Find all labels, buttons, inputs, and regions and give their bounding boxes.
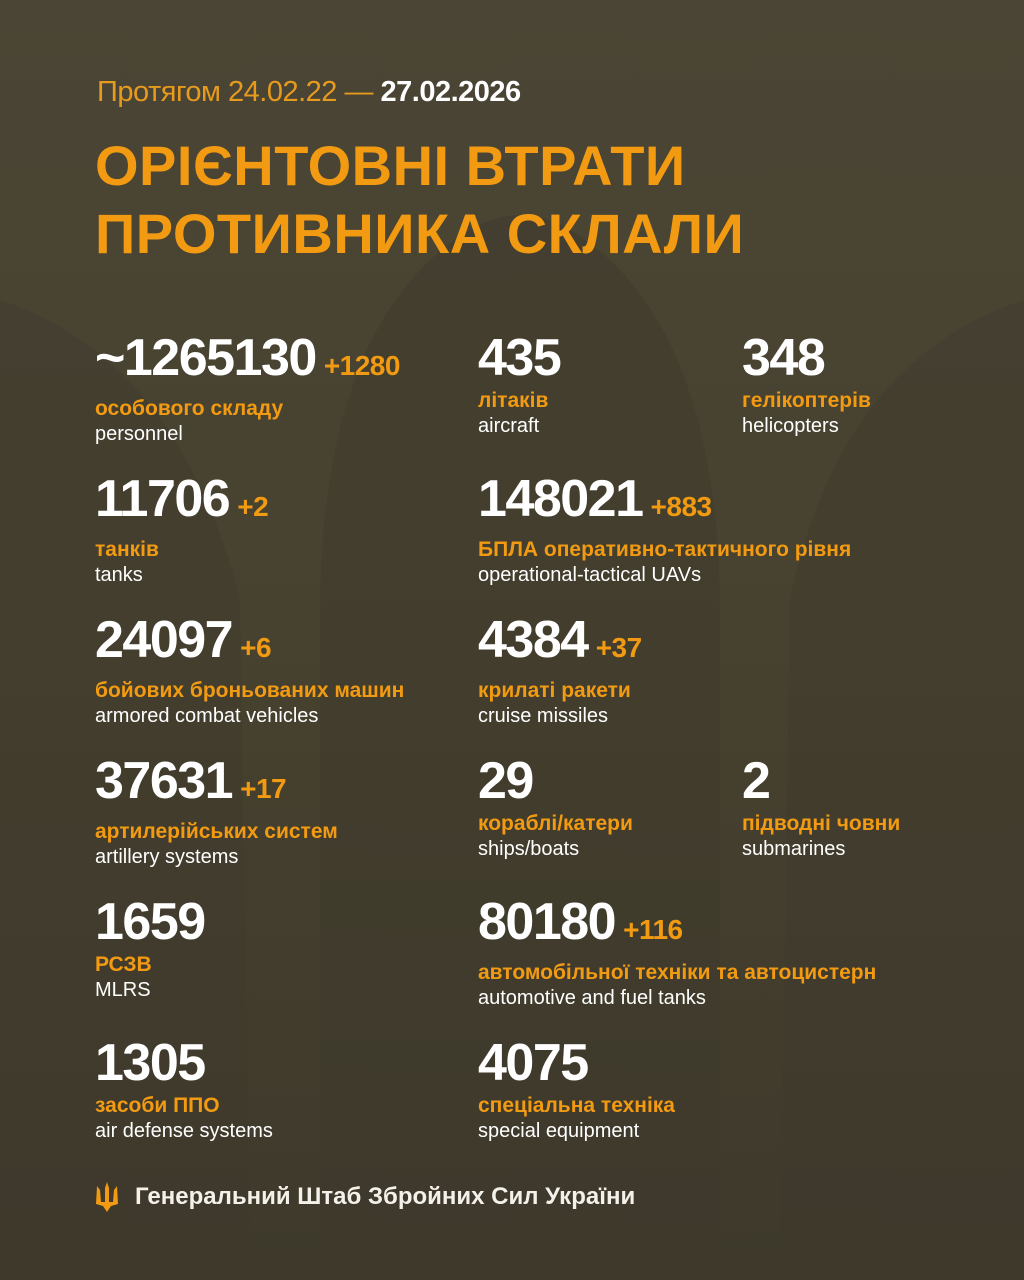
stat-value: 4075 <box>478 1035 675 1091</box>
stat-submarines: 2 підводні човни submarines <box>742 753 900 862</box>
stat-helicopters: 348 гелікоптерів helicopters <box>742 330 871 439</box>
stat-ships-boats: 29 кораблі/катери ships/boats <box>478 753 633 862</box>
footer-text: Генеральний Штаб Збройних Сил України <box>135 1183 636 1210</box>
stat-label-ua: автомобільної техніки та автоцистерн <box>478 961 877 984</box>
stat-special-equipment: 4075 спеціальна техніка special equipmen… <box>478 1035 675 1144</box>
stat-total: 29 <box>478 752 534 810</box>
stat-total: 435 <box>478 329 562 387</box>
stat-label-ua: РСЗВ <box>95 953 152 976</box>
stat-total: 80180 <box>478 893 617 951</box>
stat-personnel: ~1265130 +1280 особового складу personnel <box>95 330 400 447</box>
stat-label-en: submarines <box>742 838 846 860</box>
stat-value: 11706 +2 <box>95 470 269 535</box>
stat-automotive-and-fuel-tanks: 80180 +116 автомобільної техніки та автоц… <box>478 894 876 1011</box>
stat-value: 2 <box>742 753 900 809</box>
stat-label-en: operational-tactical UAVs <box>478 564 702 586</box>
stat-delta: +2 <box>237 491 269 522</box>
stat-value: 435 <box>478 329 562 387</box>
stat-label-en: MLRS <box>95 979 151 1001</box>
stat-delta: +883 <box>650 491 713 522</box>
stat-label-ua: спеціальна техніка <box>478 1094 675 1117</box>
stat-total: 148021 <box>478 470 644 528</box>
stat-label-en: air defense systems <box>95 1120 273 1142</box>
stat-label-ua: крилаті ракети <box>478 679 631 702</box>
period-subtitle: Протягом 24.02.22 — 27.02.2026 <box>97 76 521 109</box>
stat-total: 4384 <box>478 611 589 669</box>
stat-value: 4384 +37 <box>478 612 642 676</box>
title-line-1: ОРІЄНТОВНІ ВТРАТИ <box>95 134 686 197</box>
stat-delta: +17 <box>240 773 287 804</box>
stat-label-en: automotive and fuel tanks <box>478 987 706 1009</box>
stat-tanks: 11706 +2 танків tanks <box>95 470 269 588</box>
stat-delta: +116 <box>623 914 683 945</box>
stat-label-ua: особового складу <box>95 397 284 420</box>
stat-value: 80180 +116 <box>478 894 876 958</box>
stat-total: 1305 <box>95 1034 206 1092</box>
stat-label-en: aircraft <box>478 415 540 437</box>
stat-label-ua: гелікоптерів <box>742 389 871 412</box>
stat-label-en: special equipment <box>478 1120 640 1142</box>
stat-label-en: personnel <box>95 423 183 445</box>
stat-label-ua: артилерійських систем <box>95 820 338 843</box>
stat-total: 348 <box>742 329 826 387</box>
stat-label-en: tanks <box>95 564 143 586</box>
stat-label-en: armored combat vehicles <box>95 705 319 727</box>
stat-delta: +1280 <box>323 350 401 381</box>
stat-value: 37631 +17 <box>95 753 338 817</box>
stat-air-defense-systems: 1305 засоби ППО air defense systems <box>95 1035 273 1144</box>
stat-label-ua: танків <box>95 538 159 561</box>
stat-artillery-systems: 37631 +17 артилерійських систем artillery… <box>95 753 338 870</box>
stat-total: 37631 <box>95 752 234 810</box>
stat-delta: +6 <box>240 632 272 663</box>
stat-value: ~1265130 +1280 <box>95 330 400 394</box>
stat-value: 148021 +883 <box>478 471 851 535</box>
stat-value: 24097 +6 <box>95 612 404 676</box>
stat-total: ~1265130 <box>95 329 317 387</box>
stat-total: 2 <box>742 752 771 810</box>
stat-value: 1305 <box>95 1035 273 1091</box>
stat-label-ua: засоби ППО <box>95 1094 220 1117</box>
stat-delta: +37 <box>595 632 643 663</box>
stat-cruise-missiles: 4384 +37 крилаті ракети cruise missiles <box>478 612 642 729</box>
stat-total: 1659 <box>95 893 206 951</box>
stat-value: 348 <box>742 330 871 386</box>
stat-label-en: ships/boats <box>478 838 580 860</box>
stat-label-ua: бойових броньованих машин <box>95 679 405 702</box>
stat-value: 29 <box>478 753 633 809</box>
page-title: ОРІЄНТОВНІ ВТРАТИ ПРОТИВНИКА СКЛАЛИ <box>95 132 744 268</box>
stat-mlrs: 1659 РСЗВ MLRS <box>95 893 206 1003</box>
stat-total: 11706 <box>95 470 231 528</box>
stat-label-en: helicopters <box>742 415 839 437</box>
footer: Генеральний Штаб Збройних Сил України <box>95 1182 635 1212</box>
stat-label-ua: кораблі/катери <box>478 812 633 835</box>
stat-label-ua: літаків <box>478 389 549 412</box>
stat-aircraft: 435 літаків aircraft <box>478 329 562 439</box>
stat-label-en: cruise missiles <box>478 705 609 727</box>
stat-operational-tactical-uavs: 148021 +883 БПЛА оперативно-тактичного рі… <box>478 471 851 588</box>
stat-total: 4075 <box>478 1034 589 1092</box>
trident-icon <box>96 1182 118 1212</box>
period-end: 27.02.2026 <box>380 76 522 108</box>
stat-armored-combat-vehicles: 24097 +6 бойових броньованих машин armore… <box>95 612 404 729</box>
stat-label-en: artillery systems <box>95 846 239 868</box>
title-line-2: ПРОТИВНИКА СКЛАЛИ <box>95 202 745 265</box>
stat-total: 24097 <box>95 611 234 669</box>
stat-label-ua: БПЛА оперативно-тактичного рівня <box>478 538 852 561</box>
stat-value: 1659 <box>95 893 206 951</box>
period-start: Протягом 24.02.22 — <box>97 76 373 108</box>
stat-label-ua: підводні човни <box>742 812 901 835</box>
